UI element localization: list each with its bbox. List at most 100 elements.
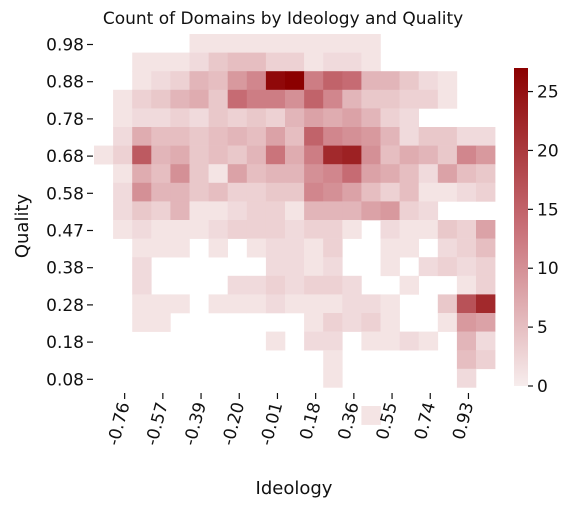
y-tick-label: 0.28: [46, 296, 84, 316]
heatmap-cell: [304, 238, 324, 258]
heatmap-cell: [380, 145, 400, 165]
heatmap-cell: [227, 108, 248, 128]
y-tick-label: 0.88: [46, 73, 84, 93]
heatmap-cell: [132, 201, 152, 221]
heatmap-cell: [285, 52, 305, 72]
heatmap-cell: [456, 275, 477, 295]
heatmap-cell: [227, 164, 248, 184]
heatmap-cell: [151, 108, 171, 128]
heatmap-cell: [476, 331, 496, 351]
heatmap-cell: [476, 294, 496, 314]
heatmap-cell: [476, 145, 496, 165]
y-tick-label: 0.78: [46, 110, 84, 130]
heatmap-cell: [285, 127, 305, 146]
heatmap-cell: [113, 108, 133, 128]
heatmap-cell: [208, 52, 228, 72]
heatmap-cell: [265, 164, 286, 184]
heatmap-cell: [151, 238, 171, 258]
heatmap-cell: [113, 145, 133, 165]
heatmap-cell: [380, 238, 400, 258]
heatmap-cell: [437, 220, 458, 239]
heatmap-cell: [132, 182, 152, 202]
y-tick-label: 0.18: [46, 333, 84, 353]
heatmap-cell: [437, 71, 458, 91]
heatmap-cell: [380, 220, 400, 239]
heatmap-cell: [151, 89, 171, 109]
heatmap-cell: [456, 220, 477, 239]
heatmap-cell: [285, 34, 305, 53]
heatmap-cell: [323, 89, 343, 109]
heatmap-cell: [265, 220, 286, 239]
heatmap-cell: [476, 127, 496, 146]
heatmap-cell: [437, 145, 458, 165]
heatmap-cell: [342, 127, 362, 146]
heatmap-cell: [265, 127, 286, 146]
heatmap-cell: [285, 108, 305, 128]
x-tick-label: -0.20: [218, 400, 249, 448]
heatmap-cell: [132, 108, 152, 128]
heatmap-cell: [246, 182, 267, 202]
heatmap-cell: [132, 220, 152, 239]
heatmap-cell: [304, 164, 324, 184]
heatmap-cell: [361, 313, 381, 332]
heatmap-cell: [113, 201, 133, 221]
heatmap-cell: [361, 145, 381, 165]
y-tick-label: 0.38: [46, 259, 84, 279]
heatmap-cell: [342, 182, 362, 202]
heatmap-cell: [399, 182, 419, 202]
heatmap-cell: [456, 127, 477, 146]
heatmap-cell: [323, 34, 343, 53]
heatmap-cell: [361, 52, 381, 72]
heatmap-cell: [437, 89, 458, 109]
heatmap-cell: [380, 257, 400, 277]
heatmap-cell: [399, 108, 419, 128]
heatmap-cell: [399, 127, 419, 146]
heatmap-cell: [246, 275, 267, 295]
heatmap-cell: [437, 313, 458, 332]
heatmap-cell: [418, 331, 439, 351]
heatmap-cell: [246, 108, 267, 128]
x-axis: -0.76 -0.57 -0.39 -0.20 -0.01 0.18 0.36 0.55 0.7…: [104, 393, 478, 448]
heatmap-cell: [456, 145, 477, 165]
colorbar: [514, 68, 528, 386]
heatmap-cell: [285, 220, 305, 239]
heatmap-cell: [189, 108, 209, 128]
heatmap-cell: [208, 108, 228, 128]
colorbar-ticks: 0 5 10 15 20 25: [528, 83, 559, 397]
heatmap-cell: [342, 71, 362, 91]
heatmap-cell: [113, 182, 133, 202]
heatmap-cell: [399, 164, 419, 184]
heatmap-cell: [246, 201, 267, 221]
heatmap-cell: [265, 257, 286, 277]
heatmap-cell: [418, 201, 439, 221]
heatmap-cell: [342, 275, 362, 295]
heatmap-cell: [304, 220, 324, 239]
heatmap-cell: [418, 182, 439, 202]
heatmap-cell: [246, 145, 267, 165]
heatmap-cell: [189, 164, 209, 184]
heatmap-cell: [265, 238, 286, 258]
heatmap-cell: [151, 127, 171, 146]
heatmap-cell: [227, 294, 248, 314]
heatmap-cell: [151, 294, 171, 314]
heatmap-cell: [323, 368, 343, 388]
heatmap-cell: [170, 89, 190, 109]
heatmap-cell: [265, 108, 286, 128]
heatmap-cell: [113, 164, 133, 184]
heatmap-cell: [285, 71, 305, 91]
heatmap-cell: [476, 275, 496, 295]
heatmap-cell: [132, 52, 152, 72]
y-tick-label: 0.58: [46, 184, 84, 204]
heatmap-cell: [361, 108, 381, 128]
colorbar-tick-label: 10: [537, 259, 559, 279]
heatmap-cell: [380, 313, 400, 332]
heatmap-cell: [380, 331, 400, 351]
heatmap-cell: [208, 71, 228, 91]
heatmap-cell: [170, 108, 190, 128]
heatmap-cell: [151, 201, 171, 221]
heatmap-cell: [285, 164, 305, 184]
heatmap-cell: [246, 89, 267, 109]
heatmap-cell: [361, 201, 381, 221]
heatmap-cell: [418, 220, 439, 239]
heatmap-cell: [285, 201, 305, 221]
